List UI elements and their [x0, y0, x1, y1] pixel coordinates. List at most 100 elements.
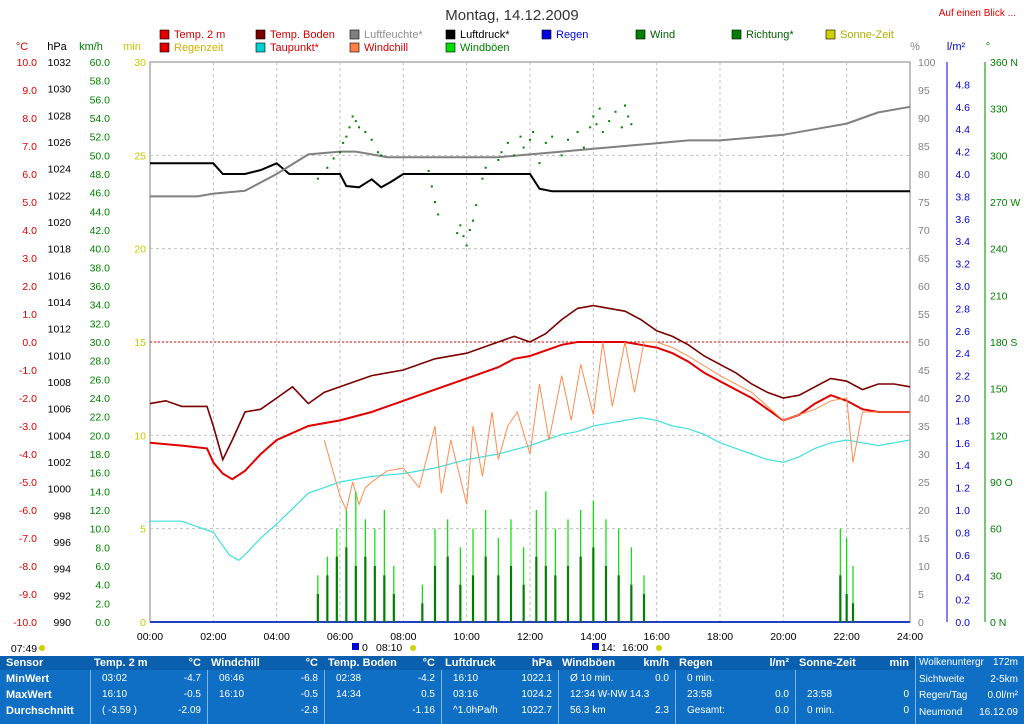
- minutes-tick-label: 0: [140, 617, 146, 629]
- rain-tick-label: 1.4: [955, 460, 970, 472]
- humidity-tick-label: 25: [918, 477, 930, 489]
- stat-value-label: 0 min.: [687, 673, 715, 684]
- humidity-tick-label: 85: [918, 141, 930, 153]
- direction-point: [364, 131, 367, 133]
- axis-unit-pressure: hPa: [47, 41, 67, 53]
- stat-block: Windböen km/h Ø 10 min. 0.0 12:34 W-NW 14.3 5…: [558, 656, 676, 724]
- stat-row: 02:38 -4.2: [324, 673, 441, 686]
- stat-value: -1.16: [412, 705, 435, 716]
- direction-point: [538, 162, 541, 165]
- direction-point: [427, 169, 430, 172]
- temp-tick-label: -1.0: [19, 365, 37, 377]
- stat-value-label: 56.3 km: [570, 705, 606, 716]
- stat-block: Temp. Boden °C 02:38 -4.2 14:34 0.5 -1.16: [324, 656, 442, 724]
- legend-label: Regenzeit: [174, 42, 224, 54]
- humidity-tick-label: 0: [918, 617, 924, 629]
- stat-block-title: Luftdruck: [445, 657, 496, 669]
- minutes-tick-label: 30: [134, 57, 146, 69]
- weather-chart: Montag, 14.12.2009 Auf einen Blick ... Tem…: [11, 7, 1021, 655]
- stat-block-header: Windchill °C: [207, 656, 324, 670]
- humidity-tick-label: 90: [918, 113, 930, 125]
- humidity-tick-label: 50: [918, 337, 930, 349]
- rain-tick-label: 0.4: [955, 572, 970, 584]
- stat-value-label: 06:46: [219, 673, 245, 684]
- humidity-tick-label: 40: [918, 393, 930, 405]
- direction-point: [513, 154, 516, 157]
- temp-tick-label: 8.0: [22, 113, 37, 125]
- stat-value-label: 16:10: [453, 673, 479, 684]
- stat-block: Windchill °C 06:46 -6.8 16:10 -0.5 -2.8: [207, 656, 325, 724]
- stat-block-title: Temp. Boden: [328, 657, 397, 669]
- rain-tick-label: 3.2: [955, 259, 970, 271]
- pressure-tick-label: 1016: [48, 270, 72, 282]
- stat-row: ( -3.59 ) -2.09: [90, 705, 207, 718]
- direction-point: [598, 107, 601, 110]
- axis-unit-rain: l/m²: [947, 41, 966, 53]
- direction-point: [354, 120, 357, 123]
- direction-point: [560, 154, 563, 157]
- stat-value: -4.7: [183, 673, 201, 684]
- legend-label: Richtung*: [746, 29, 794, 41]
- stat-row: 23:58 0: [795, 689, 915, 702]
- stat-value-label: 16:10: [219, 689, 245, 700]
- x-tick-label: 02:00: [200, 631, 226, 643]
- direction-point: [430, 185, 433, 188]
- stat-row: 56.3 km 2.3: [558, 705, 675, 718]
- direction-tick-label: 150: [990, 384, 1008, 396]
- stat-row: 23:58 0.0: [675, 689, 795, 702]
- wind-tick-label: 26.0: [90, 374, 111, 386]
- stat-value-label: 02:38: [336, 673, 362, 684]
- wind-tick-label: 34.0: [90, 300, 111, 312]
- direction-point: [326, 166, 329, 169]
- pressure-tick-label: 1006: [48, 404, 72, 416]
- sun-marker: [656, 645, 662, 651]
- pressure-tick-label: 1032: [48, 57, 72, 69]
- rain-marker-label: 14:: [601, 642, 616, 654]
- legend-label: Temp. Boden: [270, 29, 335, 41]
- stat-row: Sichtweite 2-5km: [915, 674, 1024, 687]
- stat-block-unit: °C: [188, 657, 201, 669]
- stat-value: -4.2: [417, 673, 435, 684]
- wind-tick-label: 0.0: [95, 617, 110, 629]
- direction-point: [544, 141, 547, 144]
- pressure-tick-label: 1018: [48, 244, 72, 256]
- x-tick-label: 12:00: [517, 631, 543, 643]
- stat-value: -2.09: [178, 705, 201, 716]
- pressure-tick-label: 1024: [48, 164, 72, 176]
- legend-label: Windchill: [364, 42, 408, 54]
- x-tick-label: 14:00: [580, 631, 606, 643]
- wind-tick-label: 36.0: [90, 281, 111, 293]
- legend-label: Wind: [650, 29, 675, 41]
- direction-tick-label: 30: [990, 570, 1002, 582]
- direction-point: [484, 166, 487, 169]
- series-taupunkt: [150, 416, 911, 562]
- direction-point: [380, 154, 383, 157]
- row-label: MinWert: [6, 673, 50, 685]
- x-tick-label: 20:00: [770, 631, 796, 643]
- axis-unit-wind: km/h: [79, 41, 103, 53]
- axis-unit-humidity: %: [910, 41, 920, 53]
- stat-value-label: Neumond: [919, 706, 963, 718]
- temp-tick-label: -3.0: [19, 421, 37, 433]
- legend-swatch: [445, 42, 456, 53]
- temp-tick-label: -10.0: [13, 617, 37, 629]
- series-luftdruck: [150, 162, 910, 193]
- sensor-label: Sensor: [6, 657, 44, 669]
- temp-tick-label: -5.0: [19, 477, 37, 489]
- direction-point: [630, 123, 633, 126]
- direction-point: [589, 126, 592, 129]
- direction-point: [506, 141, 509, 144]
- wind-tick-label: 32.0: [90, 318, 111, 330]
- page-title: Montag, 14.12.2009: [445, 7, 578, 24]
- wind-tick-label: 20.0: [90, 430, 111, 442]
- rain-tick-label: 4.0: [955, 169, 970, 181]
- stat-block: Sonne-Zeit min 23:58 0 0 min. 0: [795, 656, 916, 724]
- stat-block-unit: °C: [305, 657, 318, 669]
- minutes-tick-label: 20: [134, 244, 146, 256]
- stat-row: 16:10 1022.1: [441, 673, 558, 686]
- rain-marker-label: 0: [362, 642, 368, 654]
- legend-label: Regen: [556, 29, 588, 41]
- row-label-row: MaxWert: [0, 689, 90, 702]
- stat-value-label: 23:58: [687, 689, 713, 700]
- direction-point: [437, 213, 440, 216]
